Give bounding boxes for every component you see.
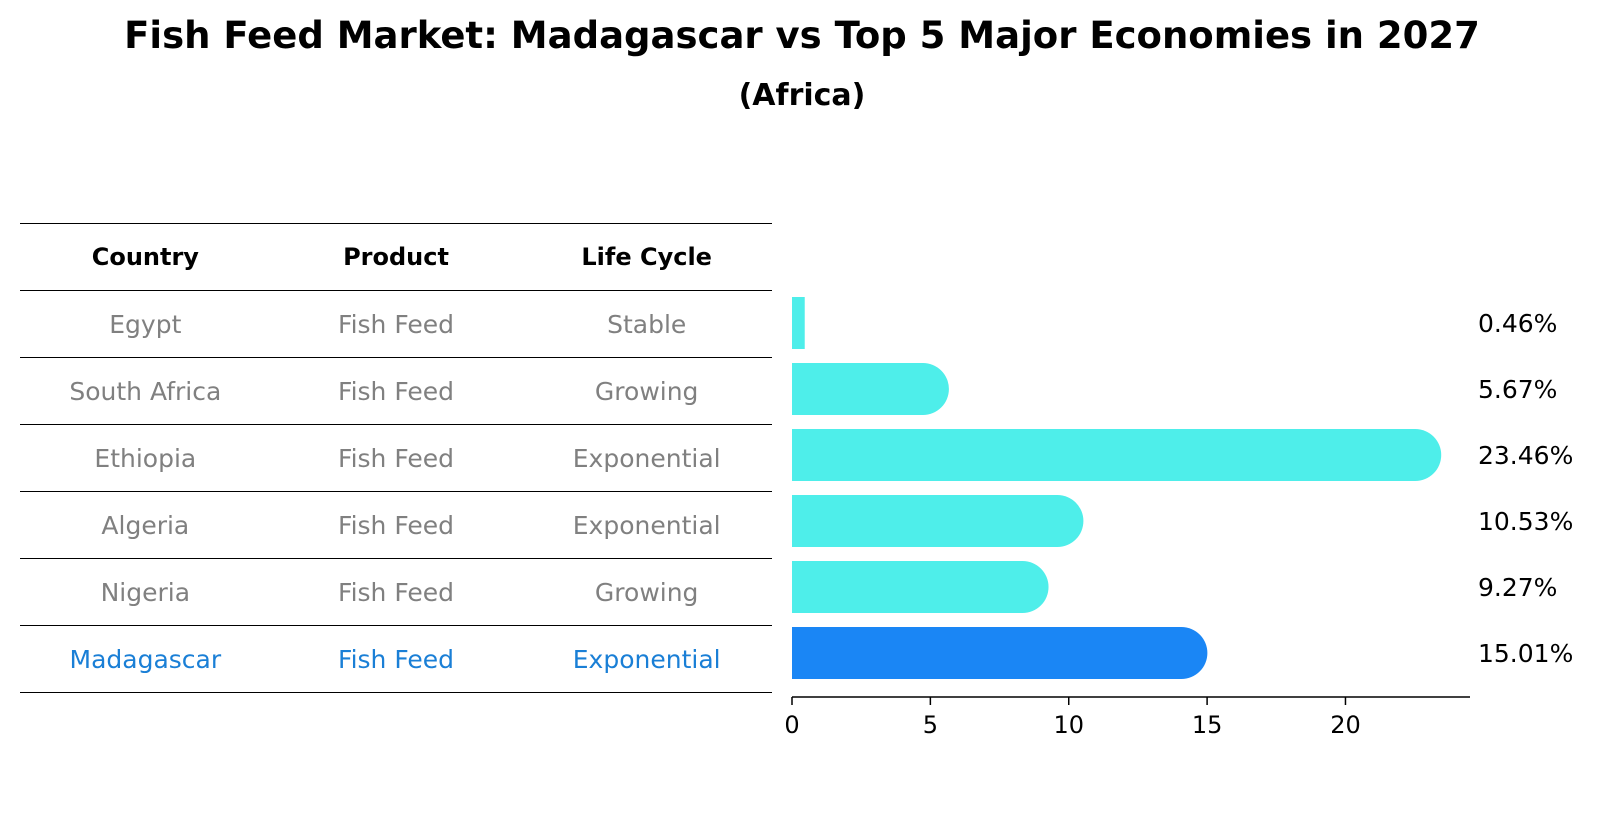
header-product: Product xyxy=(343,243,449,271)
bar xyxy=(792,363,949,415)
x-tick-label: 20 xyxy=(1330,711,1361,739)
bar xyxy=(792,297,805,349)
bar xyxy=(792,627,1208,679)
bar-value-label: 0.46% xyxy=(1478,309,1557,338)
x-tick-label: 10 xyxy=(1053,711,1084,739)
life-cycle-cell: Growing xyxy=(594,577,699,607)
table-row: Ethiopia Fish Feed Exponential xyxy=(20,424,772,491)
data-table: Country Product Life Cycle Egypt Fish Fe… xyxy=(20,223,772,693)
chart-subtitle: (Africa) xyxy=(738,78,866,113)
table-row: Nigeria Fish Feed Growing xyxy=(20,558,772,625)
life-cycle-cell: Growing xyxy=(594,376,699,406)
life-cycle-cell: Stable xyxy=(607,309,687,339)
table-row-highlight: Madagascar Fish Feed Exponential xyxy=(20,625,772,693)
country-cell: Egypt xyxy=(109,309,182,339)
header-life-cycle: Life Cycle xyxy=(581,243,712,271)
bar-value-label: 9.27% xyxy=(1478,573,1557,602)
country-cell: Algeria xyxy=(101,510,190,540)
product-cell: Fish Feed xyxy=(338,443,454,473)
bar-value-label: 5.67% xyxy=(1478,375,1557,404)
life-cycle-cell: Exponential xyxy=(572,443,721,473)
table-header-row: Country Product Life Cycle xyxy=(20,223,772,290)
product-cell: Fish Feed xyxy=(338,644,454,674)
bar xyxy=(792,429,1442,481)
product-cell: Fish Feed xyxy=(338,309,454,339)
country-cell: Madagascar xyxy=(69,644,222,674)
chart-title: Fish Feed Market: Madagascar vs Top 5 Ma… xyxy=(124,14,1480,57)
country-cell: South Africa xyxy=(69,376,222,406)
life-cycle-cell: Exponential xyxy=(572,510,721,540)
bar-value-label: 15.01% xyxy=(1478,639,1573,668)
table-row: Egypt Fish Feed Stable xyxy=(20,290,772,357)
table-row: South Africa Fish Feed Growing xyxy=(20,357,772,424)
product-cell: Fish Feed xyxy=(338,376,454,406)
life-cycle-cell: Exponential xyxy=(572,644,721,674)
bar xyxy=(792,495,1084,547)
bar xyxy=(792,561,1049,613)
country-cell: Ethiopia xyxy=(94,443,197,473)
country-cell: Nigeria xyxy=(100,577,191,607)
product-cell: Fish Feed xyxy=(338,510,454,540)
table-row: Algeria Fish Feed Exponential xyxy=(20,491,772,558)
x-tick-label: 0 xyxy=(784,711,799,739)
x-tick-label: 15 xyxy=(1192,711,1223,739)
product-cell: Fish Feed xyxy=(338,577,454,607)
x-tick-label: 5 xyxy=(923,711,938,739)
bar-value-label: 10.53% xyxy=(1478,507,1573,536)
header-country: Country xyxy=(91,243,199,271)
bar-value-label: 23.46% xyxy=(1478,441,1573,470)
